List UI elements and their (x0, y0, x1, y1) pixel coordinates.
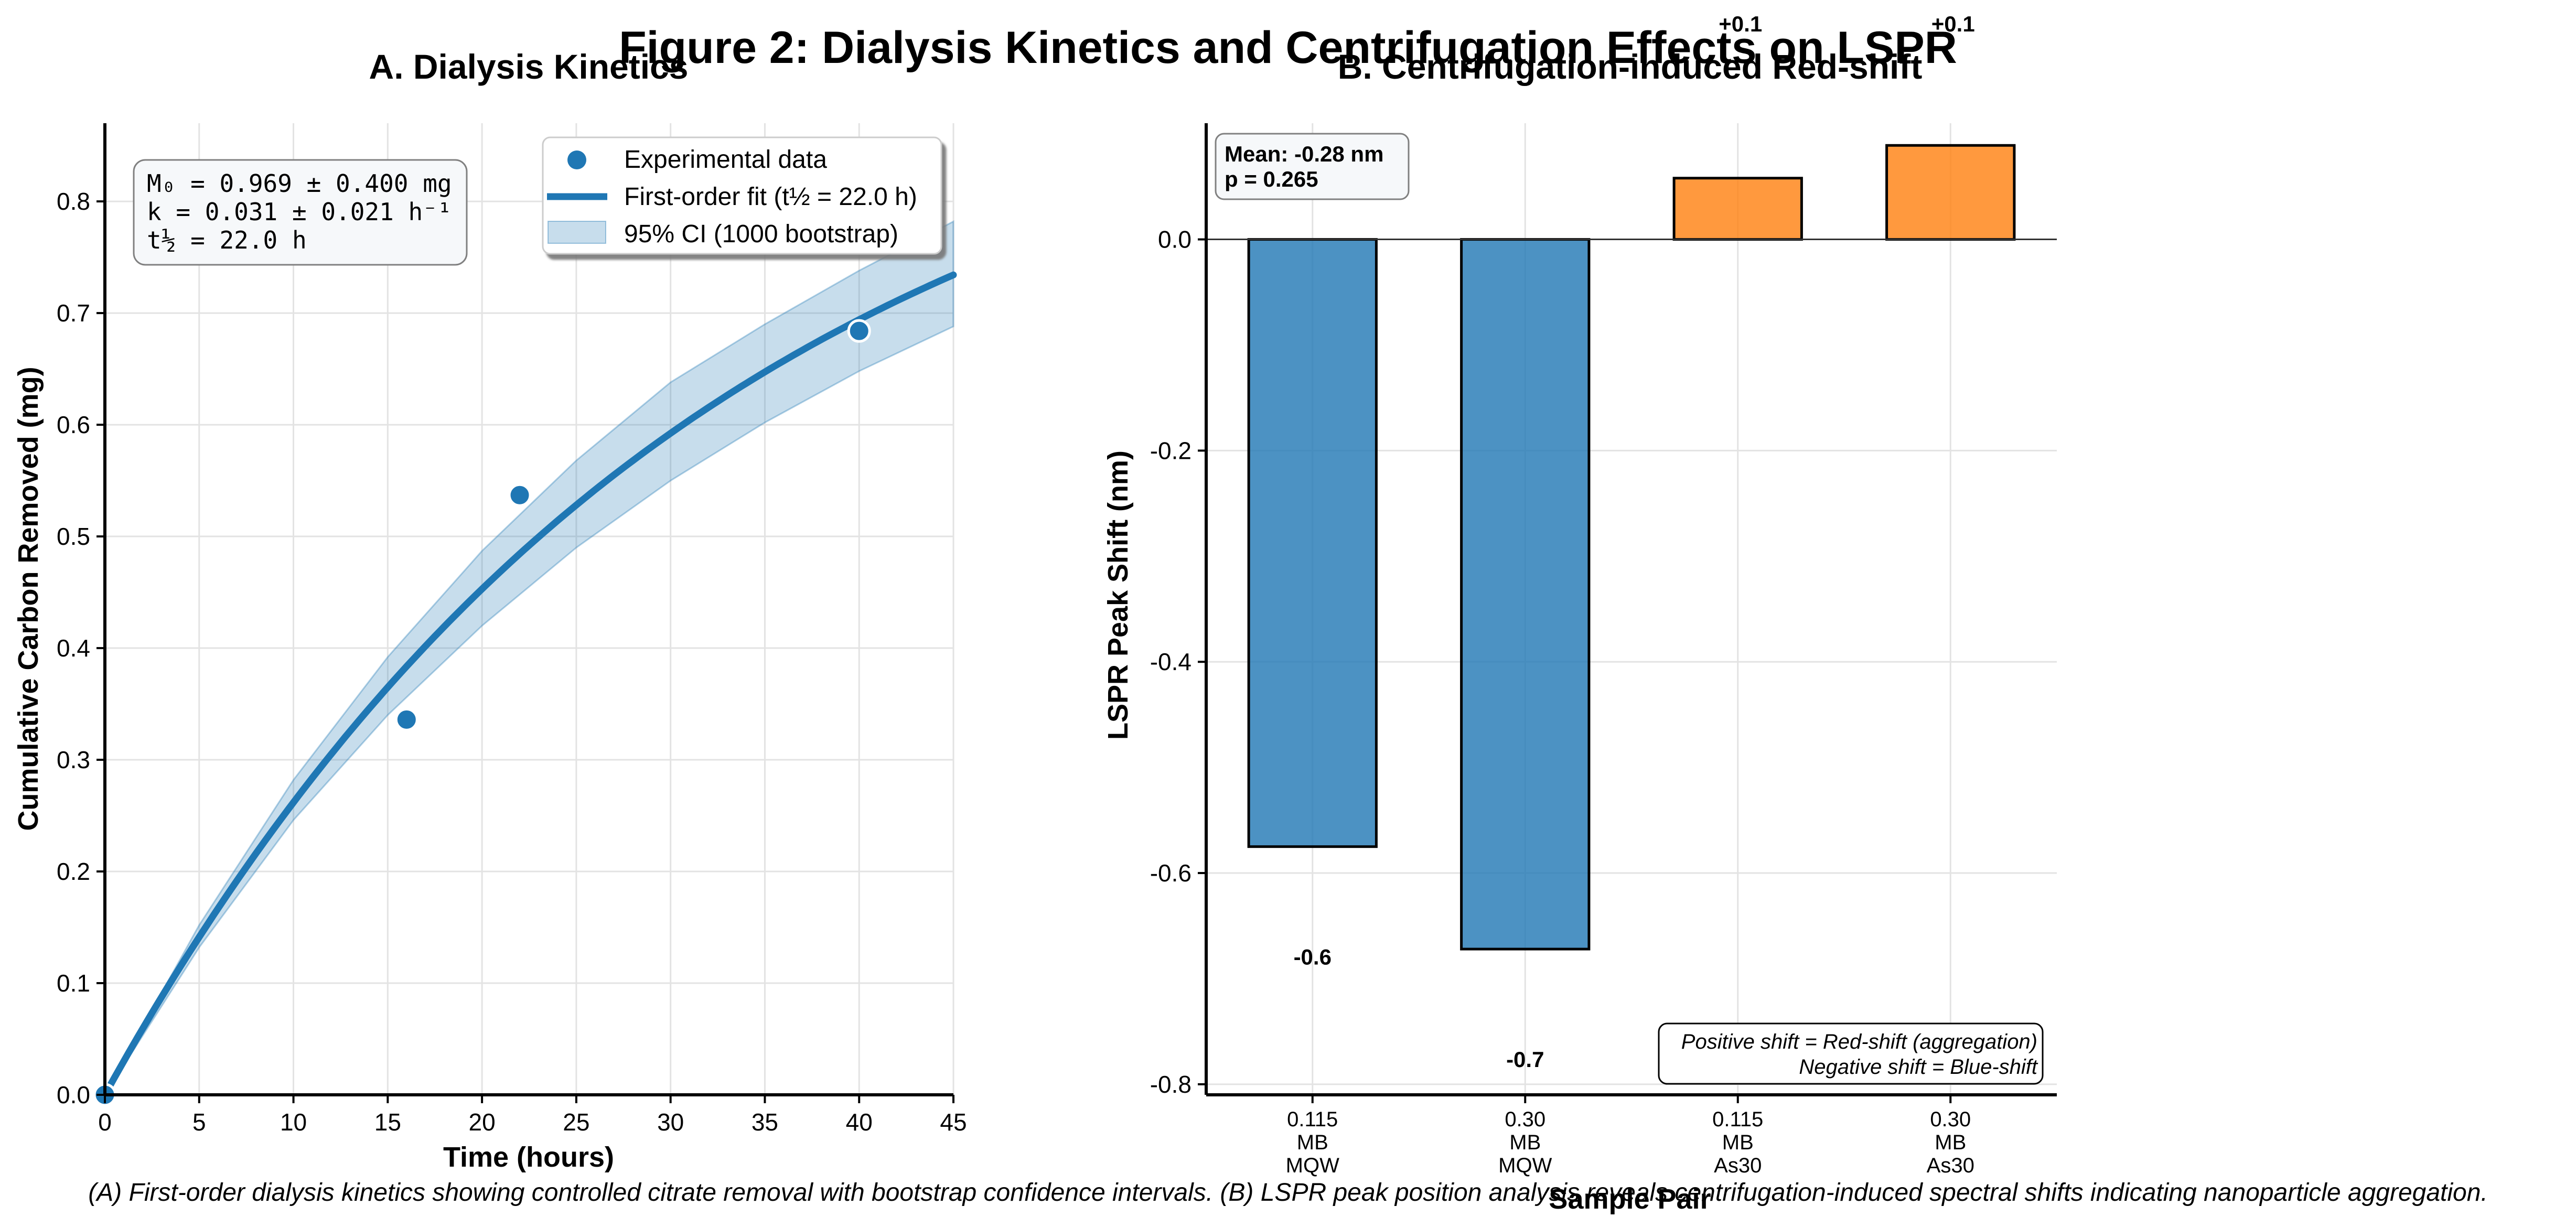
y-tick-label: 0.6 (57, 411, 90, 438)
data-point (394, 707, 418, 731)
x-tick-label: 20 (469, 1108, 496, 1136)
ci-band-area (104, 220, 954, 1095)
y-tick-label: 0.2 (57, 858, 90, 885)
bar-negative-shift (1460, 238, 1591, 951)
x-tick-label: 40 (846, 1108, 873, 1136)
panel-b-bars (1206, 144, 2057, 951)
x-tick-label: 25 (563, 1108, 589, 1136)
legend-label-fit: First-order fit (t½ = 22.0 h) (624, 183, 917, 211)
y-tick-label: 0.5 (57, 523, 90, 550)
bar-value-label: -0.6 (1294, 945, 1332, 970)
fit-param-k: k = 0.031 ± 0.021 h⁻¹ (147, 198, 452, 226)
panel-b-axes (1205, 123, 2057, 1096)
panel-b-x-axis-label: Sample Pair (1549, 1183, 1711, 1215)
panel-b-note-box: Positive shift = Red-shift (aggregation)… (1658, 1022, 2044, 1085)
x-tick-label: 0.115 MB As30 (1712, 1108, 1763, 1177)
x-tick-label: 15 (374, 1108, 401, 1136)
figure-caption: (A) First-order dialysis kinetics showin… (88, 1179, 2488, 1207)
x-tick-label: 0.115 MB MQW (1286, 1108, 1339, 1177)
panel-a-x-axis-label: Time (hours) (443, 1141, 614, 1173)
bar-value-label: +0.1 (1931, 12, 1975, 36)
panel-b-stats-box: Mean: -0.28 nm p = 0.265 (1215, 133, 1410, 200)
fit-curve-line (101, 271, 957, 1098)
y-tick-label: 0.8 (57, 188, 90, 215)
y-tick-label: 0.0 (1158, 226, 1192, 253)
panel-b-y-ticks: 0.0 -0.2 -0.4 -0.6 -0.8 (1150, 226, 1206, 1098)
panel-b-x-ticks: 0.115 MB MQW 0.30 MB MQW 0.115 MB As30 0.30 MB As30 (1286, 1095, 1974, 1177)
bar-value-label: +0.1 (1719, 12, 1762, 36)
stats-mean: Mean: -0.28 nm (1225, 142, 1383, 166)
x-tick-label: 0.30 MB As30 (1927, 1108, 1974, 1177)
bar-negative-shift (1247, 238, 1378, 848)
fit-param-m0: M₀ = 0.969 ± 0.400 mg (147, 169, 452, 198)
y-tick-label: -0.4 (1150, 648, 1192, 675)
note-blue-shift: Negative shift = Blue-shift (1799, 1055, 2038, 1079)
legend-marker-points (567, 150, 586, 169)
bar-positive-shift (1672, 177, 1803, 241)
panel-a-data-points (93, 319, 871, 1107)
y-tick-label: -0.2 (1150, 437, 1192, 464)
x-tick-label: 45 (940, 1108, 967, 1136)
panel-a-ci-band (104, 220, 954, 1095)
stats-p-value: p = 0.265 (1225, 167, 1318, 191)
data-point (847, 319, 871, 343)
fit-param-half-life: t½ = 22.0 h (147, 226, 307, 254)
data-point (508, 483, 532, 507)
panel-a-x-ticks: 0 5 10 15 20 25 30 35 40 45 (98, 1095, 967, 1136)
legend-label-band: 95% CI (1000 bootstrap) (624, 220, 898, 248)
x-tick-label: 30 (657, 1108, 684, 1136)
note-red-shift: Positive shift = Red-shift (aggregation) (1681, 1030, 2037, 1053)
panel-a-title: A. Dialysis Kinetics (369, 47, 689, 86)
x-tick-label: 0 (98, 1108, 112, 1136)
y-tick-label: -0.8 (1150, 1071, 1192, 1098)
legend-label-points: Experimental data (624, 146, 827, 174)
panel-a-y-axis-label: Cumulative Carbon Removed (mg) (13, 367, 44, 831)
panel-a-fit-parameters-box: M₀ = 0.969 ± 0.400 mg k = 0.031 ± 0.021 … (133, 159, 468, 266)
panel-a-legend: Experimental data First-order fit (t½ = … (542, 136, 942, 255)
panel-a-axes (103, 123, 953, 1096)
panel-a-fit-curve (101, 271, 957, 1098)
y-tick-label: 0.4 (57, 634, 90, 662)
panel-a-y-ticks: 0.0 0.1 0.2 0.3 0.4 0.5 0.6 0.7 0.8 (57, 188, 105, 1108)
bar-positive-shift (1885, 144, 2016, 241)
y-tick-label: 0.3 (57, 746, 90, 773)
x-tick-label: 0.30 MB MQW (1498, 1108, 1552, 1177)
x-tick-label: 5 (192, 1108, 206, 1136)
x-tick-label: 35 (752, 1108, 778, 1136)
figure-suptitle: Figure 2: Dialysis Kinetics and Centrifu… (619, 23, 1957, 73)
x-tick-label: 10 (280, 1108, 307, 1136)
legend-marker-band (548, 221, 606, 244)
y-tick-label: 0.7 (57, 299, 90, 327)
bar-value-label: -0.7 (1506, 1047, 1544, 1072)
panel-a-dialysis-kinetics: 0 5 10 15 20 25 30 35 40 45 0.0 0.1 0.2 0.3 0.4 0.5 0.6… (13, 47, 967, 1173)
panel-b-value-labels: -0.6 -0.7 +0.1 +0.1 (1294, 12, 1975, 1072)
y-tick-label: 0.1 (57, 970, 90, 997)
y-tick-label: -0.6 (1150, 859, 1192, 887)
panel-a-gridlines (104, 123, 954, 1096)
panel-b-title: B. Centrifugation-induced Red-shift (1338, 47, 1923, 86)
y-tick-label: 0.0 (57, 1081, 90, 1108)
panel-b-y-axis-label: LSPR Peak Shift (nm) (1102, 450, 1134, 740)
